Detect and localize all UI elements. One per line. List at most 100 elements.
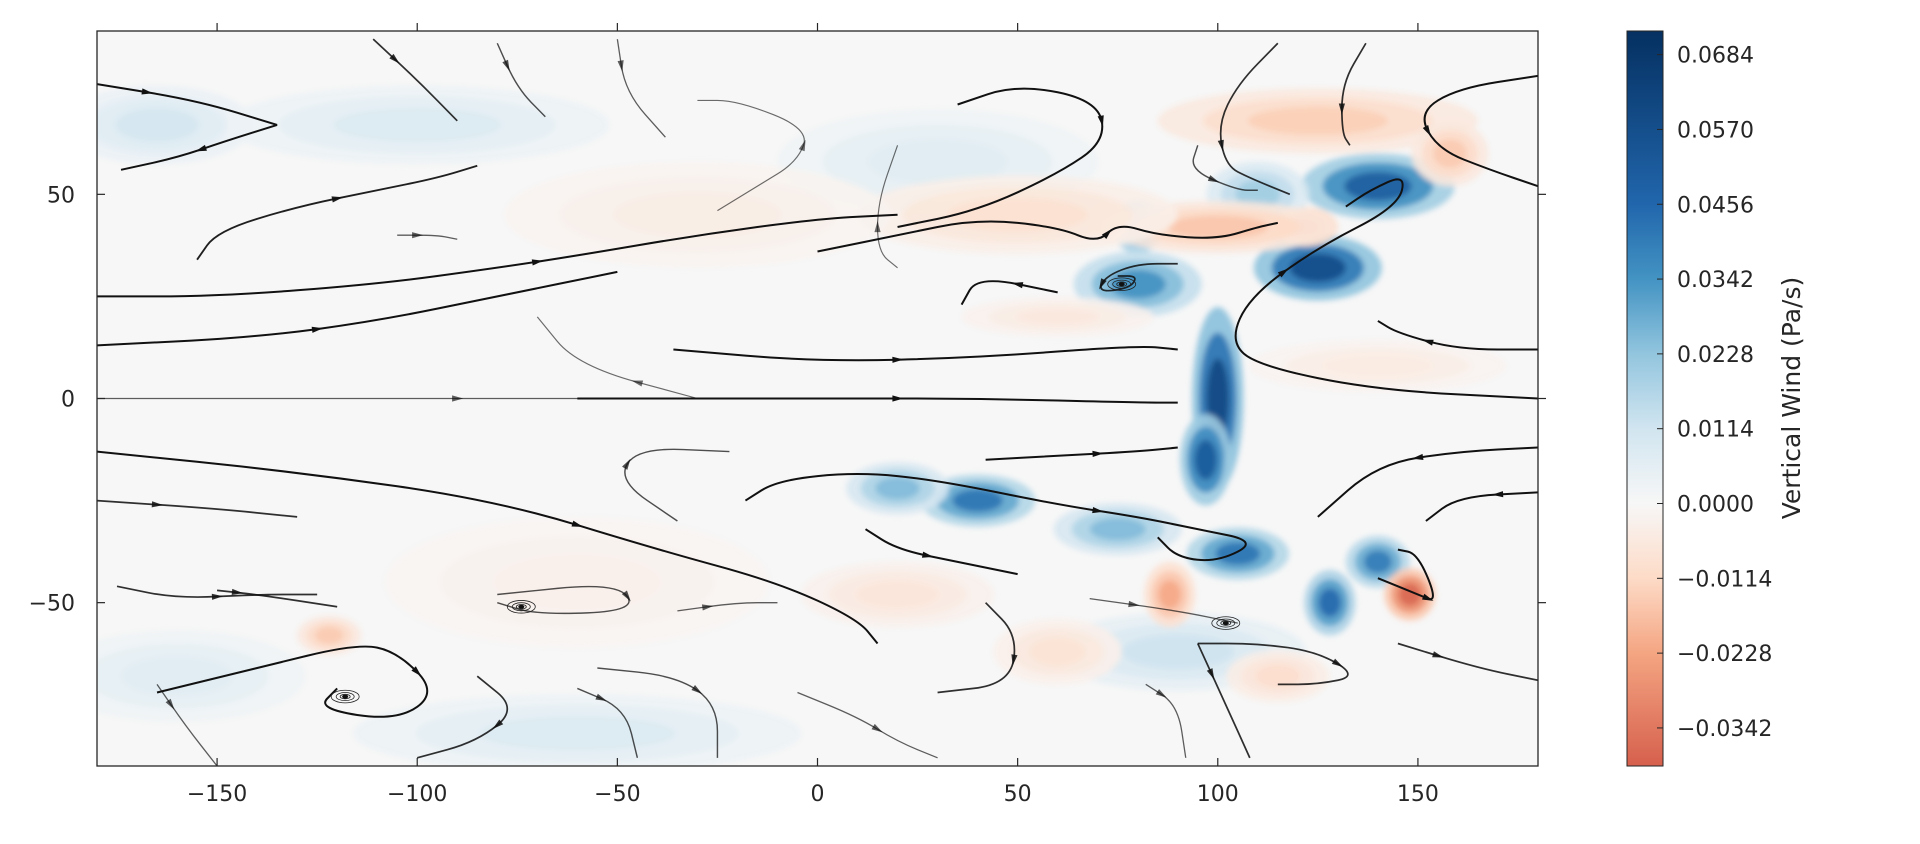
streamline-arrow <box>892 356 904 363</box>
y-tick-label: −50 <box>29 592 75 617</box>
streamline <box>897 87 1104 228</box>
streamline-arrow <box>531 259 544 266</box>
streamline-arrow <box>921 551 934 558</box>
streamline-arrow <box>412 232 424 239</box>
streamline-arrow <box>195 144 207 152</box>
colorbar-tick-label: −0.0228 <box>1677 642 1772 667</box>
x-tick-label: −150 <box>187 782 247 807</box>
x-tick-label: 100 <box>1197 782 1239 807</box>
field-feature <box>1053 503 1182 556</box>
streamline-arrow <box>411 666 422 677</box>
colorbar-tick-label: 0.0228 <box>1677 343 1754 368</box>
streamline-arrow <box>1011 282 1024 289</box>
streamline <box>1377 548 1434 601</box>
streamline-arrow <box>492 719 504 729</box>
colorbar-tick-label: 0.0114 <box>1677 418 1754 443</box>
streamline-arrow <box>1432 651 1444 658</box>
streamline-arrow <box>571 520 584 527</box>
vortex-center <box>1211 616 1241 630</box>
streamline-arrow <box>1101 228 1112 239</box>
streamline-arrow <box>311 326 324 333</box>
field-feature <box>505 162 890 268</box>
field-feature <box>225 85 610 165</box>
streamline-arrow <box>141 88 153 95</box>
streamline-arrow <box>1421 593 1434 601</box>
colorbar-tick-label: 0.0684 <box>1677 44 1754 69</box>
streamline-arrow <box>1128 600 1140 608</box>
streamline-arrow <box>1422 339 1434 346</box>
streamline-arrow <box>1491 491 1504 498</box>
streamline-arrow <box>892 395 904 402</box>
field-feature <box>846 462 949 515</box>
streamline-arrow <box>691 684 703 694</box>
streamline-arrow <box>1411 453 1424 460</box>
colorbar-tick-label: 0.0456 <box>1677 193 1754 218</box>
streamline-arrow <box>331 196 344 203</box>
streamline <box>744 473 1247 562</box>
vortex-center <box>1107 277 1137 291</box>
field-feature <box>1384 568 1436 621</box>
streamline-arrow <box>871 723 883 733</box>
streamline <box>156 645 429 718</box>
streamline-arrow <box>874 221 881 233</box>
streamline-arrow <box>1099 278 1107 290</box>
field-feature <box>1249 339 1506 392</box>
colorbar-gradient <box>1626 30 1664 767</box>
streamline-arrow <box>1422 125 1431 137</box>
vortex-center <box>330 689 360 704</box>
streamline <box>497 585 630 615</box>
field-feature <box>1157 88 1478 154</box>
colorbar-tick-label: 0.0342 <box>1677 268 1754 293</box>
colorbar-ticks: 0.0684 0.0570 0.0456 0.0342 0.0228 0.0114 0.00… <box>1657 44 1772 742</box>
streamline-arrow <box>151 501 164 508</box>
field-feature <box>961 297 1154 337</box>
colorbar-tick-label: 0.0570 <box>1677 118 1754 143</box>
colorbar-label: Vertical Wind (Pa/s) <box>1777 277 1806 520</box>
field-feature <box>97 630 306 722</box>
colorbar: 0.0684 0.0570 0.0456 0.0342 0.0228 0.0114 0.00… <box>1626 30 1806 767</box>
streamline-arrow <box>1155 689 1167 698</box>
streamline-arrow <box>701 604 714 611</box>
streamline-arrow <box>622 458 631 470</box>
field-feature <box>1226 650 1330 703</box>
streamline-arrow <box>165 698 175 710</box>
streamline-arrow <box>1207 175 1220 183</box>
y-tick-label: 0 <box>61 388 75 413</box>
field-feature <box>1253 235 1382 301</box>
field-feature <box>1180 414 1232 506</box>
streamline-arrow <box>631 380 644 387</box>
colorbar-tick-label: −0.0342 <box>1677 717 1772 742</box>
streamline-arrow <box>1092 450 1104 457</box>
streamline-arrow <box>617 60 624 72</box>
x-tick-label: 0 <box>811 782 825 807</box>
field-feature <box>385 516 770 648</box>
colorbar-tick-label: −0.0114 <box>1677 567 1772 592</box>
streamline-arrow <box>211 593 224 600</box>
field-feature <box>801 561 994 628</box>
x-tick-label: 50 <box>1004 782 1032 807</box>
plot-area <box>96 30 1539 767</box>
streamline <box>97 270 618 347</box>
streamline <box>1100 262 1178 292</box>
field-feature <box>1186 527 1290 580</box>
streamline-arrow <box>1338 103 1345 115</box>
streamline-arrow <box>1206 668 1215 680</box>
streamline-arrow <box>1011 654 1018 666</box>
field-feature <box>919 474 1036 527</box>
x-tick-label: 150 <box>1397 782 1439 807</box>
y-tick-label: 50 <box>47 183 75 208</box>
field-feature <box>857 175 1178 254</box>
streamline-arrow <box>1092 506 1104 514</box>
streamline-arrow <box>1331 658 1343 668</box>
field-feature <box>1144 561 1196 628</box>
streamline-arrow <box>1097 115 1104 127</box>
x-tick-label: −50 <box>594 782 640 807</box>
x-tick-label: −100 <box>387 782 447 807</box>
field-feature <box>97 85 254 165</box>
streamline <box>1234 178 1538 400</box>
vortex-center <box>506 600 536 614</box>
y-axis: −50 0 50 <box>29 183 1546 617</box>
colorbar-tick-label: 0.0000 <box>1677 493 1754 518</box>
field-feature <box>353 694 802 766</box>
